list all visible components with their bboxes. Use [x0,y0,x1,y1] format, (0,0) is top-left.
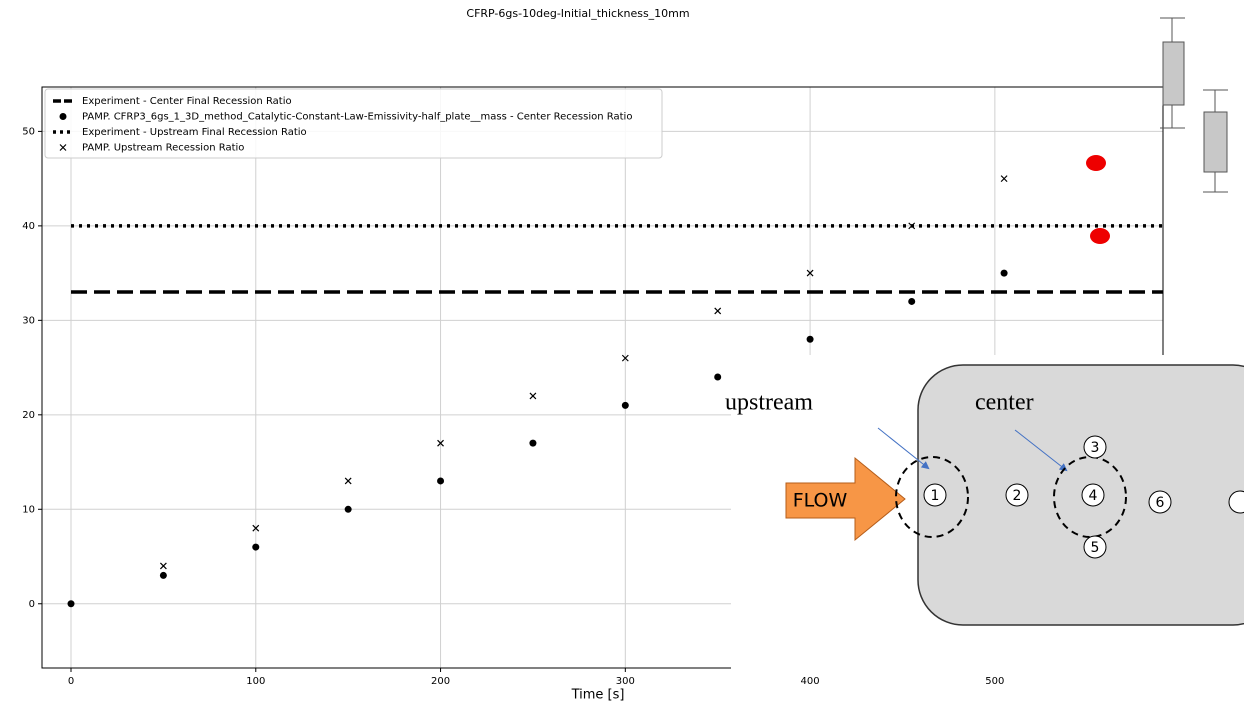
legend-label: Experiment - Center Final Recession Rati… [82,96,292,107]
data-point [345,478,351,484]
y-tick-label: 50 [22,126,35,137]
data-point [68,600,75,607]
x-axis-label: Time [s] [571,688,625,703]
plate [918,365,1244,625]
y-tick-label: 0 [29,599,35,610]
position-label: 5 [1091,540,1100,556]
position-label: 3 [1091,440,1100,456]
position-label: 4 [1089,488,1098,504]
legend-label: Experiment - Upstream Final Recession Ra… [82,127,307,138]
x-tick-label: 0 [68,676,74,687]
data-point [160,572,167,579]
x-tick-label: 400 [801,676,820,687]
y-tick-label: 40 [22,221,35,232]
x-tick-label: 300 [616,676,635,687]
center-label: center [975,390,1034,416]
chart: CFRP-6gs-10deg-Initial_thickness_10mm Ti… [0,0,1244,707]
y-tick-label: 20 [22,410,35,421]
data-point [160,563,166,569]
position-label: 6 [1156,495,1165,511]
data-point [437,477,444,484]
data-point [252,544,259,551]
red-marker [1090,228,1110,244]
y-tick-label: 30 [22,315,35,326]
data-point [529,440,536,447]
data-point [1001,176,1007,182]
y-tick-label: 10 [22,504,35,515]
data-point [908,298,915,305]
data-point [530,393,536,399]
data-point [1001,270,1008,277]
x-tick-label: 100 [246,676,265,687]
data-point [622,402,629,409]
legend-symbol [60,113,67,120]
legend-label: PAMP. CFRP3_6gs_1_3D_method_Catalytic-Co… [82,112,632,123]
position-label: 2 [1013,488,1022,504]
upstream-label: upstream [725,390,813,416]
chart-title: CFRP-6gs-10deg-Initial_thickness_10mm [466,7,689,20]
overlay: upstream center FLOW 1 2 3 4 5 6 [725,355,1244,673]
flow-label: FLOW [793,490,848,512]
data-point [807,336,814,343]
box [1204,112,1227,172]
x-tick-label: 500 [985,676,1004,687]
position-label: 1 [931,488,940,504]
data-point [345,506,352,513]
data-point [714,374,721,381]
box [1163,42,1184,105]
legend-label: PAMP. Upstream Recession Ratio [82,143,244,154]
data-point [715,308,721,314]
red-marker [1086,155,1106,171]
x-tick-label: 200 [431,676,450,687]
